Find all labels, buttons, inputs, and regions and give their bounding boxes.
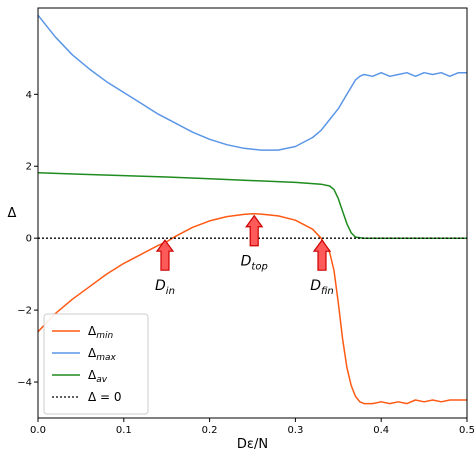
x-tick-label: 0.3 bbox=[287, 425, 303, 436]
y-tick-label: 4 bbox=[26, 90, 32, 101]
y-tick-label: −4 bbox=[17, 378, 32, 389]
annotation-in: Din bbox=[155, 278, 175, 297]
arrow-fin bbox=[312, 239, 332, 271]
arrow-top bbox=[245, 214, 264, 247]
axis-ticks: 0.0 0.1 0.2 0.3 0.4 0.5 −4 −2 0 2 4 bbox=[17, 90, 474, 436]
series-line-max bbox=[38, 14, 467, 151]
annotation-fin: Dfin bbox=[310, 278, 334, 297]
legend-label-min: Δmin bbox=[88, 324, 113, 341]
x-tick-label: 0.1 bbox=[116, 425, 132, 436]
legend-label-zero: Δ = 0 bbox=[88, 390, 122, 404]
arrow-in bbox=[155, 239, 175, 271]
legend-label-av: Δav bbox=[88, 368, 108, 385]
x-tick-label: 0.2 bbox=[202, 425, 218, 436]
x-tick-label: 0.0 bbox=[30, 425, 46, 436]
annotation-top: Dtop bbox=[241, 254, 268, 273]
series-line-min bbox=[38, 212, 467, 405]
x-tick-label: 0.5 bbox=[459, 425, 474, 436]
y-tick-label: −2 bbox=[17, 306, 32, 317]
y-tick-label: 2 bbox=[26, 162, 32, 173]
plot-frame bbox=[37, 7, 468, 419]
plot-area bbox=[38, 14, 467, 405]
y-axis-label: Δ bbox=[8, 206, 17, 221]
y-tick-label: 0 bbox=[26, 234, 32, 245]
legend-label-max: Δmax bbox=[88, 346, 117, 363]
annotations: Din Dtop Dfin bbox=[155, 214, 334, 297]
legend: Δmin Δmax Δav Δ = 0 bbox=[43, 313, 149, 415]
x-tick-label: 0.4 bbox=[373, 425, 389, 436]
x-axis-label: Dε/N bbox=[237, 437, 268, 450]
legend-box bbox=[43, 313, 149, 415]
